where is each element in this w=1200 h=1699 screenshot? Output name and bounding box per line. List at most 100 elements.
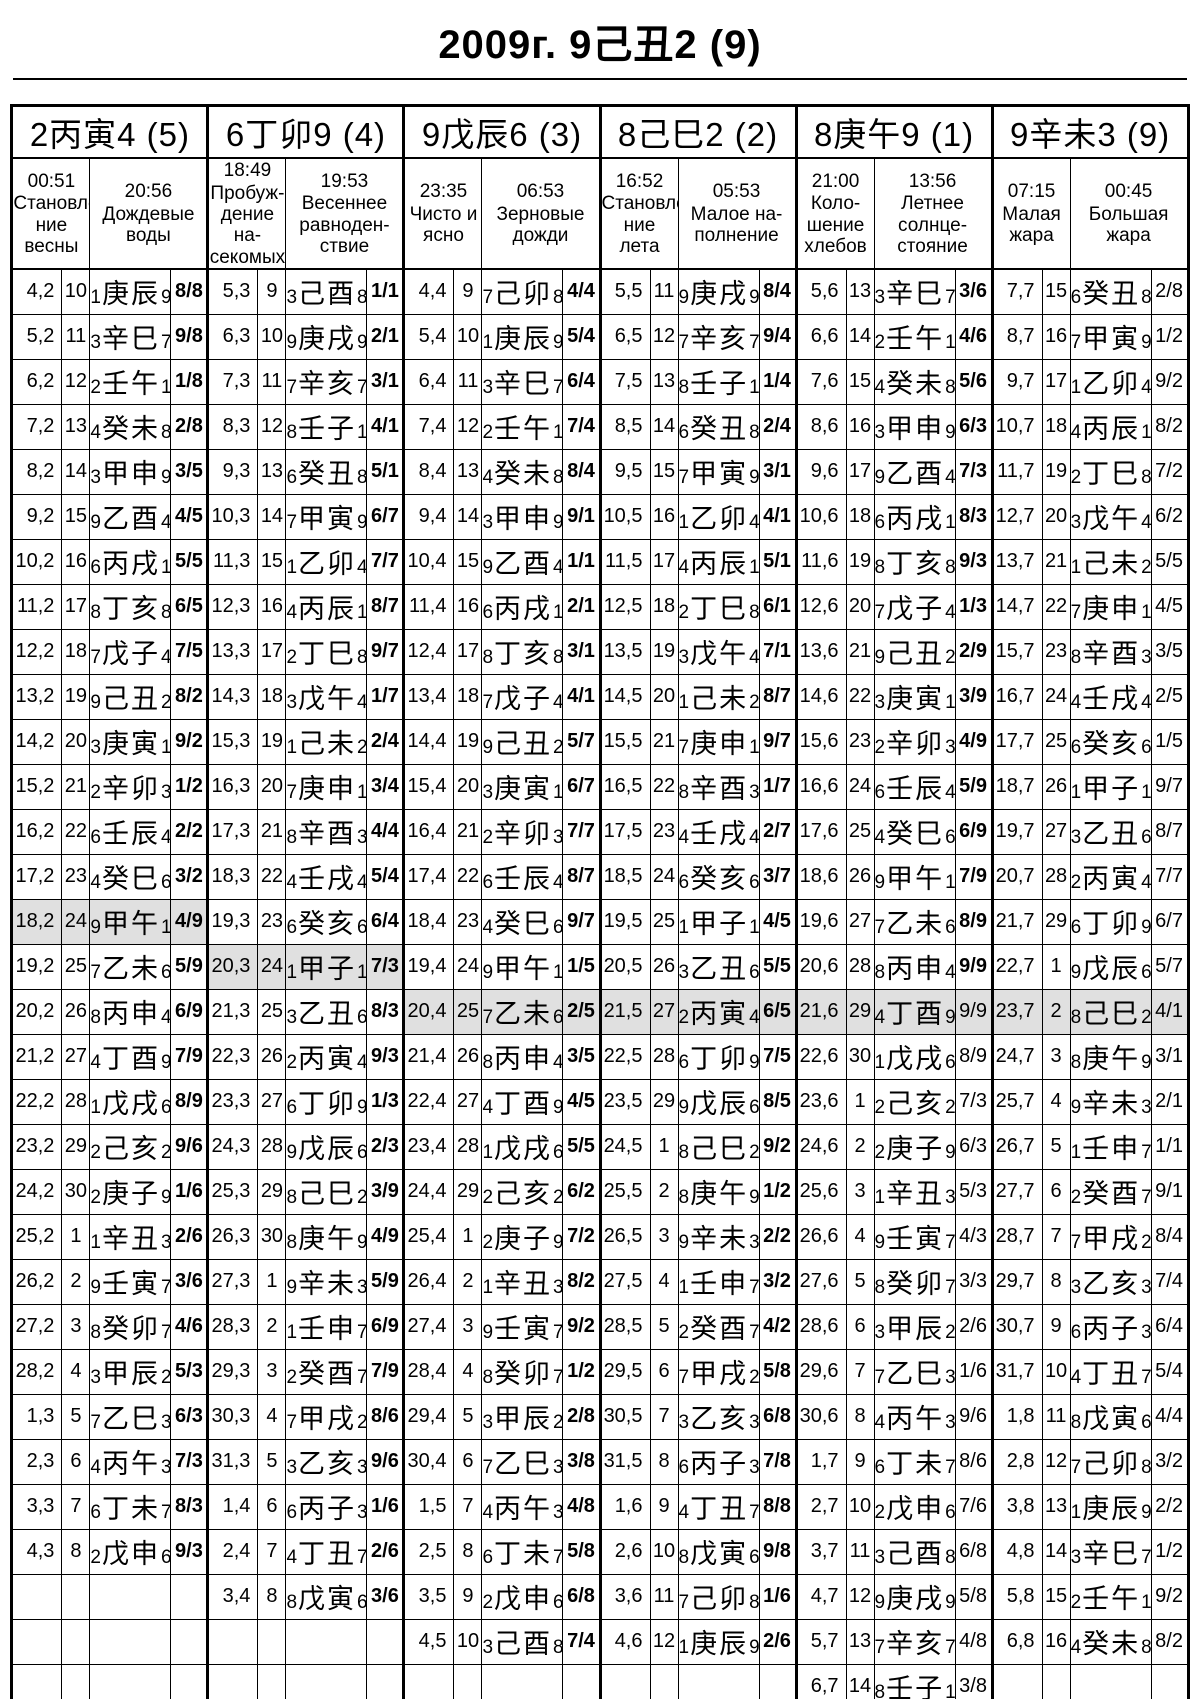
moon-day-cell: 29 <box>649 1078 679 1125</box>
day-cell: 14,2 <box>11 718 63 765</box>
day-cell: 9,7 <box>990 358 1043 405</box>
ganzhi-cell: 6丁卯9 <box>1069 898 1152 945</box>
star-fraction-cell: 1/8 <box>170 358 209 405</box>
day-cell: 21,7 <box>990 898 1043 945</box>
ganzhi-cell: 7甲戌2 <box>1069 1213 1152 1260</box>
star-fraction-cell: 4/6 <box>954 313 993 360</box>
moon-day-cell: 6 <box>845 1303 875 1350</box>
day-cell: 20,2 <box>11 988 63 1035</box>
day-cell: 2,8 <box>990 1438 1043 1485</box>
moon-day-cell: 6 <box>649 1348 679 1395</box>
star-fraction-cell: 6/1 <box>758 583 797 630</box>
ganzhi-cell: 4丙辰1 <box>285 583 368 630</box>
moon-day-cell: 18 <box>453 673 483 720</box>
moon-day-cell: 3 <box>61 1303 91 1350</box>
star-fraction-cell: 6/4 <box>366 898 405 945</box>
star-fraction-cell <box>170 1618 209 1665</box>
day-cell: 11,3 <box>206 538 259 585</box>
star-fraction-cell: 1/6 <box>758 1573 797 1620</box>
moon-day-cell: 27 <box>453 1078 483 1125</box>
day-cell: 29,6 <box>794 1348 847 1395</box>
star-fraction-cell <box>170 1663 209 1699</box>
star-fraction-cell: 5/3 <box>954 1168 993 1215</box>
moon-day-cell: 5 <box>257 1438 287 1485</box>
star-fraction-cell: 9/7 <box>562 898 601 945</box>
ganzhi-cell: 3庚寅1 <box>481 763 564 810</box>
day-cell: 18,4 <box>402 898 455 945</box>
ganzhi-cell: 8丁亥8 <box>873 538 956 585</box>
ganzhi-cell: 9戊辰6 <box>1069 943 1152 990</box>
moon-day-cell: 17 <box>845 448 875 495</box>
ganzhi-cell: 7己卯8 <box>677 1573 760 1620</box>
star-fraction-cell: 5/8 <box>954 1573 993 1620</box>
day-cell: 17,7 <box>990 718 1043 765</box>
ganzhi-cell: 3戊午4 <box>285 673 368 720</box>
moon-day-cell: 27 <box>845 898 875 945</box>
moon-day-cell: 5 <box>649 1303 679 1350</box>
star-fraction-cell: 9/2 <box>170 718 209 765</box>
star-fraction-cell: 2/3 <box>366 1123 405 1170</box>
star-fraction-cell: 5/1 <box>758 538 797 585</box>
table-row: 17,2 23 4癸巳6 3/2 18,3 22 4壬戌4 5/4 17,4 22 6壬辰4 8/7 1… <box>11 853 1189 900</box>
ganzhi-cell: 9己丑2 <box>481 718 564 765</box>
month-column-header: 9戊辰6 (3) <box>402 105 601 159</box>
moon-day-cell: 20 <box>649 673 679 720</box>
ganzhi-cell: 2丙寅4 <box>285 1033 368 1080</box>
solar-term-header: 06:53 Зерновые дожди <box>481 157 601 270</box>
solar-term-header: 16:52Становле- ние лета <box>598 157 679 270</box>
moon-day-cell: 14 <box>453 493 483 540</box>
star-fraction-cell: 8/5 <box>758 1078 797 1125</box>
table-row: 22,2 28 1戊戌6 8/9 23,3 27 6丁卯9 1/3 22,4 27 4丁酉9 4/5 2… <box>11 1078 1189 1125</box>
star-fraction-cell: 9/6 <box>954 1393 993 1440</box>
day-cell: 24,4 <box>402 1168 455 1215</box>
star-fraction-cell: 1/2 <box>1150 1528 1189 1575</box>
moon-day-cell: 26 <box>453 1033 483 1080</box>
ganzhi-cell <box>677 1663 760 1699</box>
ganzhi-cell: 1辛丑3 <box>89 1213 172 1260</box>
day-cell: 9,2 <box>11 493 63 540</box>
page-title: 2009г. 9己丑2 (9) <box>438 23 762 67</box>
moon-day-cell: 1 <box>649 1123 679 1170</box>
ganzhi-cell: 4丙辰1 <box>677 538 760 585</box>
ganzhi-cell: 7甲戌2 <box>285 1393 368 1440</box>
star-fraction-cell: 9/1 <box>562 493 601 540</box>
ganzhi-cell: 4丙午3 <box>873 1393 956 1440</box>
ganzhi-cell: 8丙申4 <box>873 943 956 990</box>
ganzhi-cell: 1辛丑3 <box>481 1258 564 1305</box>
moon-day-cell: 21 <box>649 718 679 765</box>
ganzhi-cell: 9壬寅7 <box>873 1213 956 1260</box>
day-cell: 12,6 <box>794 583 847 630</box>
moon-day-cell: 10 <box>1041 1348 1071 1395</box>
ganzhi-cell: 4壬戌4 <box>285 853 368 900</box>
day-cell: 14,5 <box>598 673 651 720</box>
ganzhi-cell: 9庚戌9 <box>873 1573 956 1620</box>
moon-day-cell: 26 <box>1041 763 1071 810</box>
ganzhi-cell <box>89 1573 172 1620</box>
moon-day-cell: 18 <box>1041 403 1071 450</box>
star-fraction-cell: 4/5 <box>1150 583 1189 630</box>
day-cell: 6,7 <box>794 1663 847 1699</box>
day-cell: 1,7 <box>794 1438 847 1485</box>
star-fraction-cell: 8/8 <box>170 268 209 315</box>
solar-term-header: 05:53 Малое на- полнение <box>677 157 797 270</box>
moon-day-cell: 30 <box>257 1213 287 1260</box>
moon-day-cell: 15 <box>845 358 875 405</box>
moon-day-cell: 12 <box>257 403 287 450</box>
day-cell: 3,6 <box>598 1573 651 1620</box>
moon-day-cell: 25 <box>649 898 679 945</box>
day-cell: 23,4 <box>402 1123 455 1170</box>
ganzhi-cell: 3甲申9 <box>481 493 564 540</box>
ganzhi-cell: 1壬申7 <box>677 1258 760 1305</box>
star-fraction-cell: 6/7 <box>366 493 405 540</box>
day-cell: 24,2 <box>11 1168 63 1215</box>
ganzhi-cell: 6丙戌1 <box>89 538 172 585</box>
table-row: 4,3 8 2戊申6 9/3 2,4 7 4丁丑7 2/6 2,5 8 6丁未7 5/8 2,6 10 8戊… <box>11 1528 1189 1575</box>
day-cell: 27,5 <box>598 1258 651 1305</box>
moon-day-cell: 29 <box>845 988 875 1035</box>
star-fraction-cell: 8/2 <box>170 673 209 720</box>
ganzhi-cell: 4壬戌4 <box>1069 673 1152 720</box>
star-fraction-cell: 3/9 <box>366 1168 405 1215</box>
star-fraction-cell: 8/2 <box>1150 403 1189 450</box>
moon-day-cell: 28 <box>1041 853 1071 900</box>
day-cell: 3,7 <box>794 1528 847 1575</box>
